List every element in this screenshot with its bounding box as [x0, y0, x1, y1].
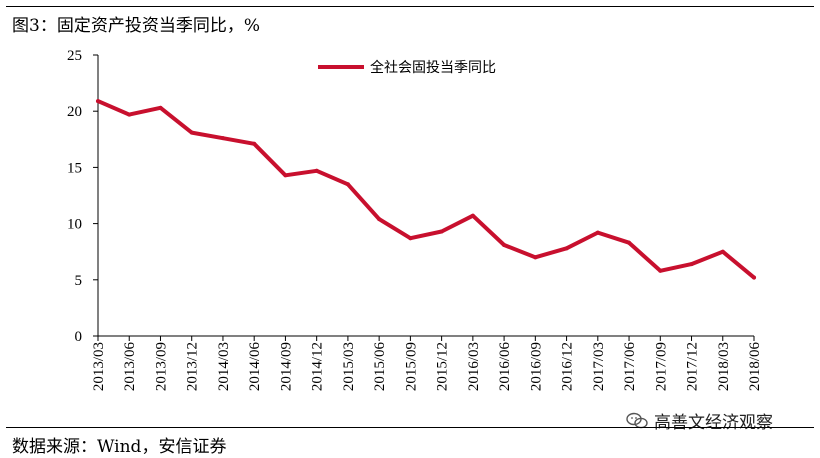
- y-tick-label: 20: [67, 104, 82, 120]
- x-tick-label: 2018/03: [716, 342, 732, 391]
- data-point: [189, 130, 194, 135]
- data-point: [595, 230, 600, 235]
- x-tick-label: 2013/09: [153, 342, 169, 391]
- watermark: 高善文经济观察: [626, 408, 773, 433]
- x-tick-label: 2013/12: [185, 342, 201, 391]
- x-tick-label: 2017/09: [653, 342, 669, 391]
- data-point: [158, 105, 163, 110]
- top-rule: [6, 6, 814, 7]
- x-tick-label: 2017/03: [591, 342, 607, 391]
- data-point: [408, 236, 413, 241]
- x-tick-label: 2018/06: [747, 342, 763, 392]
- legend-label: 全社会固投当季同比: [370, 59, 496, 76]
- y-tick-label: 0: [75, 329, 83, 345]
- data-point: [502, 242, 507, 247]
- data-point: [658, 268, 663, 273]
- data-point: [720, 249, 725, 254]
- x-tick-label: 2013/03: [91, 342, 107, 391]
- data-point: [627, 240, 632, 245]
- data-point: [564, 246, 569, 251]
- data-point: [252, 141, 257, 146]
- data-point: [345, 182, 350, 187]
- figure-title: 图3：固定资产投资当季同比，%: [12, 16, 260, 36]
- series-line: [96, 99, 756, 280]
- x-tick-label: 2016/09: [528, 342, 544, 391]
- watermark-text: 高善文经济观察: [654, 413, 773, 433]
- data-point: [220, 136, 225, 141]
- data-point: [127, 112, 132, 117]
- x-tick-label: 2015/03: [341, 342, 357, 391]
- data-point: [314, 168, 319, 173]
- x-tick-label: 2015/12: [435, 342, 451, 391]
- y-tick-label: 10: [67, 217, 82, 233]
- y-tick-label: 15: [67, 160, 82, 176]
- data-point: [439, 229, 444, 234]
- data-point: [96, 99, 100, 104]
- line-chart: 0 5 10 15 20 25 2013/03 2013/06 2013/09 2013/12 20…: [67, 48, 763, 392]
- x-tick-label: 2014/12: [310, 342, 326, 391]
- x-tick-label: 2014/03: [216, 342, 232, 391]
- x-tick-label: 2017/12: [685, 342, 701, 391]
- x-tick-label: 2013/06: [122, 342, 138, 392]
- x-tick-label: 2015/06: [372, 342, 388, 392]
- x-tick-label: 2014/09: [278, 342, 294, 391]
- y-tick-label: 5: [75, 273, 83, 289]
- x-tick-label: 2016/06: [497, 342, 513, 392]
- data-point: [752, 275, 756, 280]
- y-tick-label: 25: [67, 48, 82, 64]
- data-point: [377, 217, 382, 222]
- source-note: 数据来源：Wind，安信证券: [12, 437, 227, 457]
- x-tick-label: 2015/09: [403, 342, 419, 391]
- x-tick-label: 2016/03: [466, 342, 482, 391]
- data-point: [470, 213, 475, 218]
- x-tick-label: 2017/06: [622, 342, 638, 392]
- x-tick-label: 2014/06: [247, 342, 263, 392]
- x-tick-label: 2016/12: [560, 342, 576, 391]
- data-point: [533, 255, 538, 260]
- data-point: [689, 262, 694, 267]
- bottom-rule: [6, 427, 814, 428]
- data-point: [283, 173, 288, 178]
